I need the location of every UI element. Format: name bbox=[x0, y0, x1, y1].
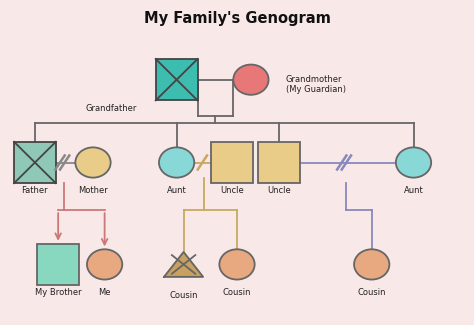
Text: Grandfather: Grandfather bbox=[86, 104, 137, 112]
Ellipse shape bbox=[219, 249, 255, 280]
Text: My Family's Genogram: My Family's Genogram bbox=[144, 11, 330, 26]
Text: Father: Father bbox=[22, 187, 48, 195]
Ellipse shape bbox=[159, 147, 194, 178]
Text: Grandmother
(My Guardian): Grandmother (My Guardian) bbox=[286, 75, 346, 94]
Bar bbox=[14, 142, 56, 183]
Text: My Brother: My Brother bbox=[35, 288, 82, 297]
Ellipse shape bbox=[233, 65, 269, 95]
Ellipse shape bbox=[354, 249, 389, 280]
Bar bbox=[37, 244, 79, 285]
Bar bbox=[258, 142, 300, 183]
Bar bbox=[211, 142, 253, 183]
Ellipse shape bbox=[396, 147, 431, 178]
Ellipse shape bbox=[87, 249, 122, 280]
Ellipse shape bbox=[75, 147, 110, 178]
Text: Aunt: Aunt bbox=[167, 187, 186, 195]
Text: Cousin: Cousin bbox=[169, 291, 198, 300]
Text: Cousin: Cousin bbox=[223, 288, 251, 297]
Text: Mother: Mother bbox=[78, 187, 108, 195]
Text: Uncle: Uncle bbox=[220, 187, 244, 195]
Polygon shape bbox=[164, 252, 203, 277]
Text: Me: Me bbox=[99, 288, 111, 297]
Text: Aunt: Aunt bbox=[404, 187, 423, 195]
Text: Uncle: Uncle bbox=[267, 187, 291, 195]
Bar bbox=[155, 59, 198, 100]
Text: Cousin: Cousin bbox=[357, 288, 386, 297]
